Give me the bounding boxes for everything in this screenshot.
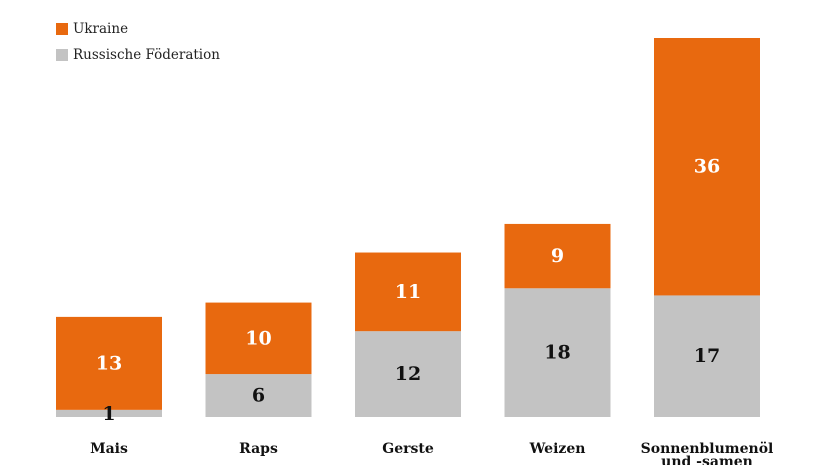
category-label-4: Sonnenblumenöl: [641, 441, 774, 457]
legend-item-russia: Russische Föderation: [56, 42, 220, 68]
bar-russia-2: [355, 331, 461, 417]
category-label-3: Weizen: [529, 441, 586, 457]
value-label-ukraine-2: 11: [395, 281, 421, 303]
value-label-russia-3: 18: [544, 342, 570, 364]
legend: Ukraine Russische Föderation: [56, 16, 220, 68]
legend-label: Ukraine: [73, 21, 129, 37]
legend-item-ukraine: Ukraine: [56, 16, 220, 42]
value-label-ukraine-1: 10: [245, 327, 271, 349]
value-label-russia-4: 17: [694, 345, 720, 367]
bar-ukraine-4: [654, 38, 760, 296]
category-label-4-line1: und -samen: [661, 454, 753, 465]
legend-swatch: [56, 23, 68, 35]
bar-ukraine-1: [205, 302, 312, 375]
value-label-russia-2: 12: [395, 363, 421, 385]
bar-ukraine-3: [504, 223, 611, 289]
value-labels-group: 1 13 6 10 12 11 18 9 17 36: [96, 156, 720, 425]
category-label-1: Raps: [239, 441, 278, 457]
value-label-russia-1: 6: [252, 385, 265, 407]
legend-label: Russische Föderation: [73, 47, 220, 63]
bars-group: [56, 38, 760, 417]
legend-swatch: [56, 49, 68, 61]
bar-russia-3: [504, 288, 611, 417]
bar-ukraine-0: [56, 316, 162, 410]
bar-russia-1: [205, 374, 312, 417]
value-label-ukraine-4: 36: [694, 156, 720, 178]
bar-ukraine-2: [355, 252, 461, 332]
bar-russia-0: [56, 409, 162, 417]
category-label-0: Mais: [90, 441, 128, 457]
value-label-ukraine-0: 13: [96, 352, 122, 374]
category-label-2: Gerste: [382, 441, 434, 457]
bar-russia-4: [654, 295, 760, 417]
value-label-russia-0: 1: [102, 403, 115, 425]
value-label-ukraine-3: 9: [551, 245, 564, 267]
